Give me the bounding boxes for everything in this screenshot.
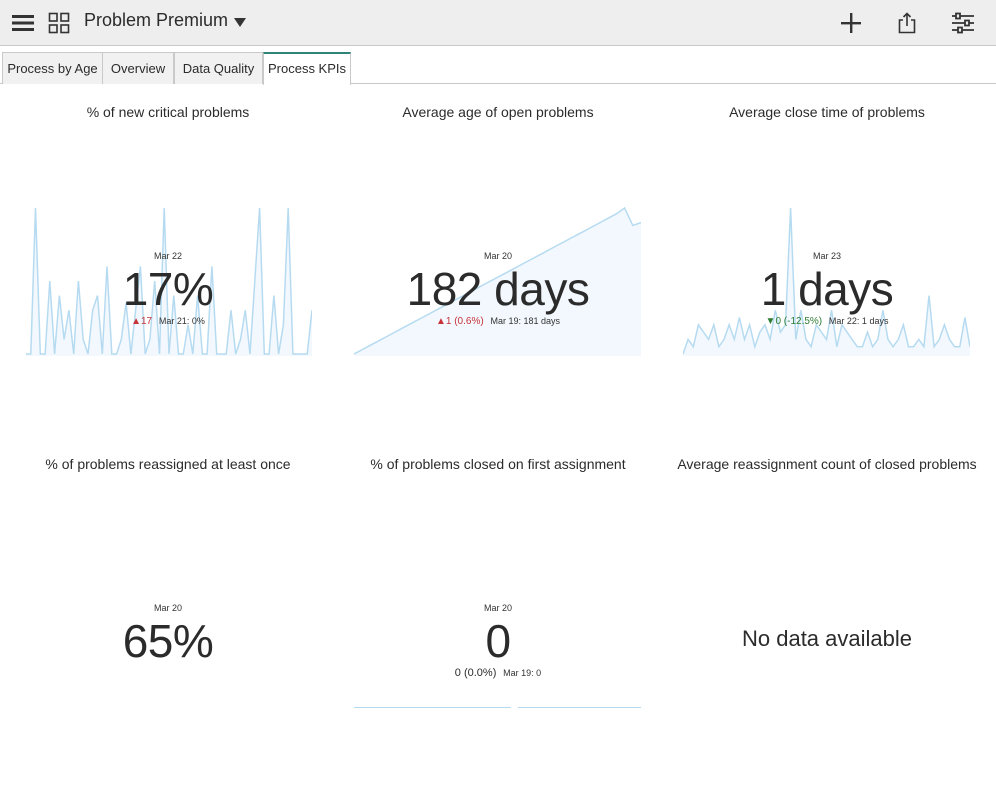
dropdown-caret-icon[interactable] (233, 12, 247, 32)
tab-process-by-age[interactable]: Process by Age (2, 52, 103, 84)
tab-overview[interactable]: Overview (102, 52, 174, 84)
kpi-value: 1 days (760, 263, 894, 315)
widget-title: % of new critical problems (86, 104, 250, 120)
menu-icon[interactable] (8, 8, 38, 38)
kpi-widget-closed-first-assignment[interactable]: % of problems closed on first assignment… (332, 446, 664, 798)
previous-value: Mar 19: 181 days (490, 316, 561, 326)
kpi-value: 17% (122, 263, 214, 315)
date-label: Mar 23 (812, 251, 841, 261)
up-arrow-icon: ▲ (435, 316, 446, 327)
previous-value: Mar 19: 0 (503, 668, 542, 678)
kpi-value: 65% (122, 615, 214, 667)
grid-icon[interactable] (44, 8, 74, 38)
widget-title: Average reassignment count of closed pro… (677, 456, 977, 472)
kpi-widget-new-critical[interactable]: % of new critical problems Mar 22 17% ▲1… (2, 94, 334, 446)
sparkline-area (354, 208, 641, 356)
widget-title: Average close time of problems (729, 104, 925, 120)
sparkline-baseline (354, 707, 511, 708)
kpi-value: 182 days (406, 263, 590, 315)
share-icon[interactable] (892, 8, 922, 38)
filter-sliders-icon[interactable] (948, 8, 978, 38)
no-data-message: No data available (741, 626, 912, 651)
plus-icon[interactable] (836, 8, 866, 38)
delta-row: ▼0 (-12.5%) Mar 22: 1 days (661, 316, 993, 327)
kpi-widget-average-close-time[interactable]: Average close time of problems Mar 23 1 … (661, 94, 993, 446)
delta-value: 0 (0.0%) (454, 667, 497, 679)
sparkline-line (683, 207, 970, 355)
date-label: Mar 20 (483, 603, 512, 613)
widget-title: % of problems reassigned at least once (45, 456, 291, 472)
kpi-widget-reassigned[interactable]: % of problems reassigned at least once M… (2, 446, 334, 798)
delta-row: 0 (0.0%) Mar 19: 0 (332, 667, 664, 679)
widget-title: % of problems closed on first assignment (370, 456, 626, 472)
sparkline-line (26, 207, 312, 355)
tab-process-kpis[interactable]: Process KPIs (263, 52, 351, 85)
sparkline-area (683, 208, 970, 356)
delta-row: ▲17 Mar 21: 0% (2, 316, 334, 327)
kpi-value: 0 (485, 615, 511, 667)
sparkline-chart (683, 207, 970, 356)
app-header: Problem Premium (0, 0, 996, 46)
sparkline-area (26, 208, 312, 356)
delta-value: 0 (-12.5%) (775, 316, 823, 327)
previous-value: Mar 22: 1 days (828, 316, 889, 326)
kpi-widget-average-age[interactable]: Average age of open problems Mar 20 182 … (332, 94, 664, 446)
date-label: Mar 20 (153, 603, 182, 613)
down-arrow-icon: ▼ (765, 316, 776, 327)
kpi-widget-reassignment-count[interactable]: Average reassignment count of closed pro… (661, 446, 993, 798)
up-arrow-icon: ▲ (131, 316, 141, 327)
tab-bar: Process by Age Overview Data Quality Pro… (0, 52, 996, 85)
previous-value: Mar 21: 0% (158, 316, 205, 326)
sparkline-chart (354, 206, 641, 356)
dashboard-title[interactable]: Problem Premium (84, 10, 229, 30)
sparkline-line (354, 206, 641, 355)
widget-title: Average age of open problems (402, 104, 594, 120)
delta-value: 1 (0.6%) (445, 316, 484, 327)
sparkline-baseline (518, 707, 641, 708)
sparkline-chart (26, 207, 312, 356)
delta-row: ▲1 (0.6%) Mar 19: 181 days (332, 316, 664, 327)
tab-data-quality[interactable]: Data Quality (174, 52, 263, 84)
delta-value: 17 (140, 316, 153, 327)
date-label: Mar 20 (483, 251, 512, 261)
date-label: Mar 22 (153, 251, 182, 261)
